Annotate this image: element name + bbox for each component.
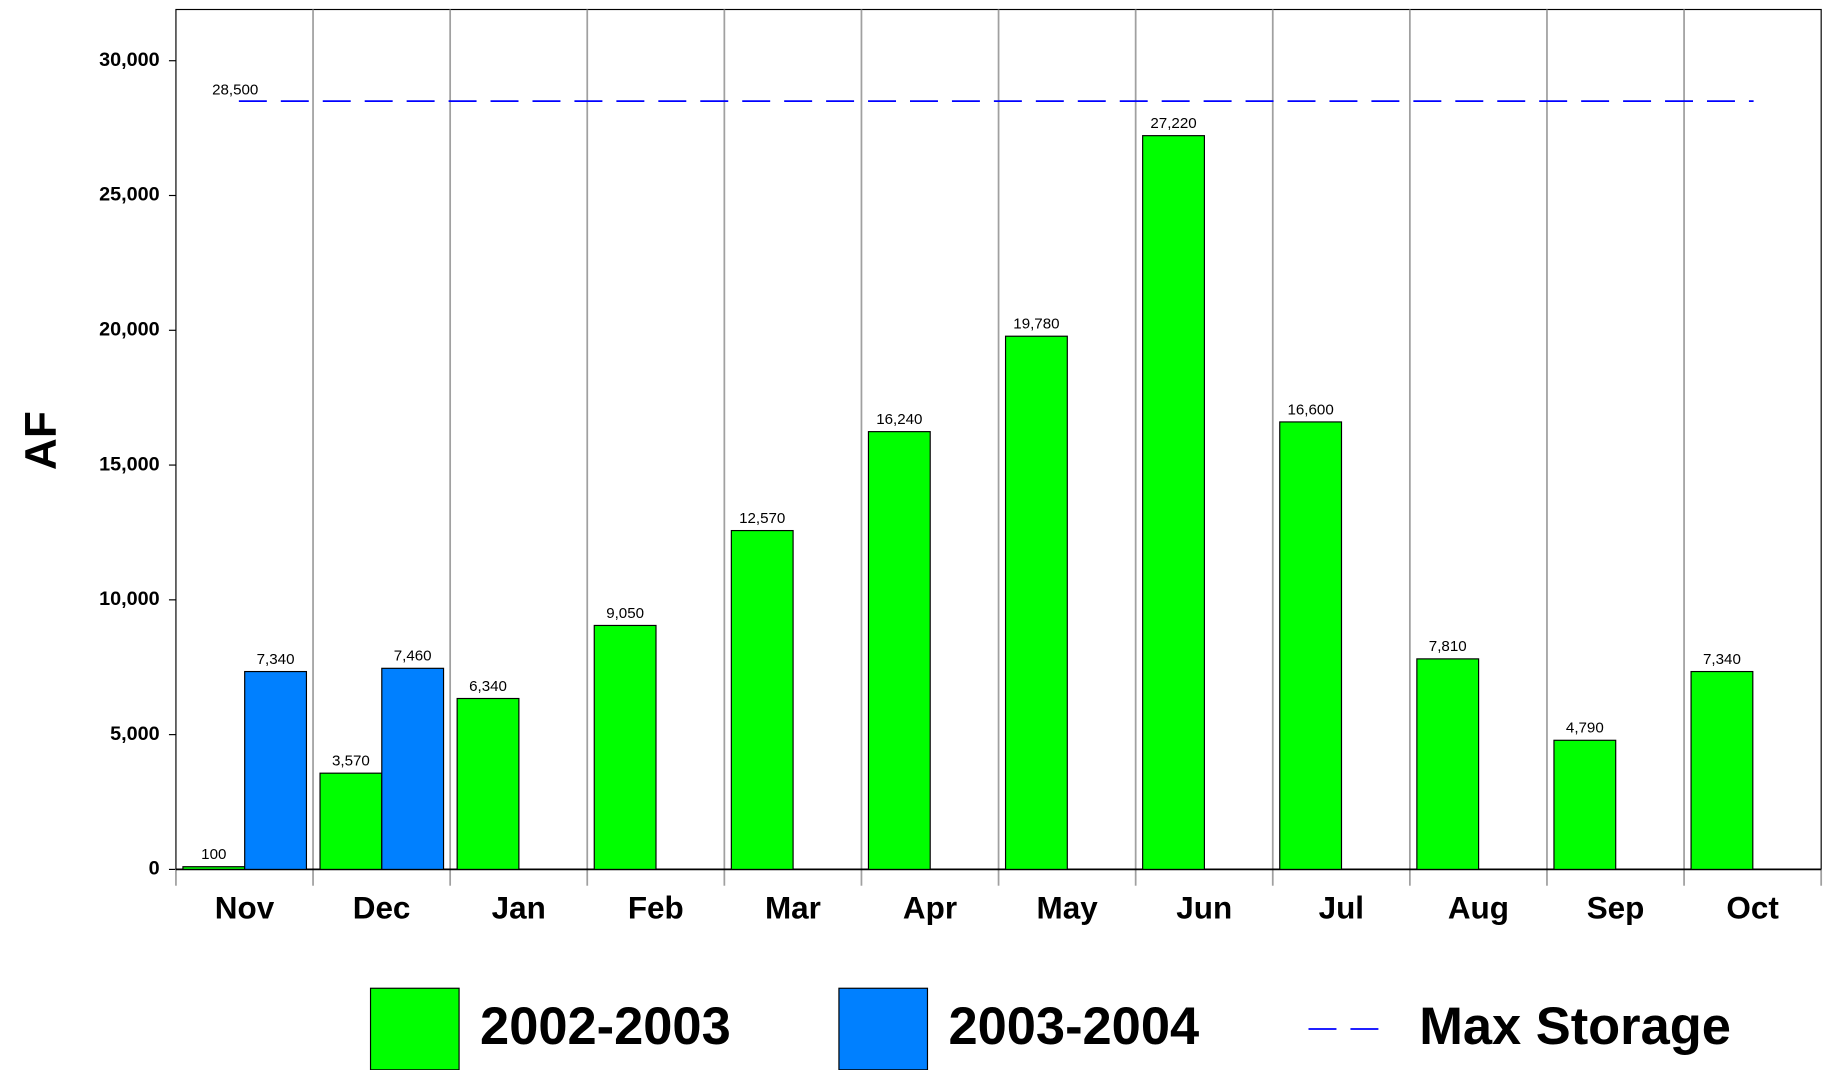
x-tick-label: Jun xyxy=(1176,891,1232,926)
bar xyxy=(1690,670,1754,870)
legend-swatch xyxy=(369,987,460,1070)
legend-label: 2003-2004 xyxy=(948,998,1199,1056)
y-axis-label: AF xyxy=(17,411,66,470)
bar xyxy=(730,529,794,870)
x-tick-label: Dec xyxy=(353,891,411,926)
x-tick-label: Mar xyxy=(765,891,821,926)
bar xyxy=(593,624,657,870)
legend-label: 2002-2003 xyxy=(480,998,731,1056)
y-tick-label: 5,000 xyxy=(110,723,160,745)
data-label: 16,600 xyxy=(1287,401,1333,418)
data-label: 7,340 xyxy=(1703,651,1741,668)
bar xyxy=(1279,421,1343,870)
x-tick-label: Jul xyxy=(1319,891,1364,926)
x-tick-label: Apr xyxy=(903,891,957,926)
legend-label: Max Storage xyxy=(1419,998,1731,1056)
bar xyxy=(456,697,520,870)
data-label: 9,050 xyxy=(606,605,644,622)
data-label: 27,220 xyxy=(1150,115,1196,132)
legend-swatch xyxy=(838,987,929,1070)
data-label: 16,240 xyxy=(876,411,922,428)
x-tick-label: Feb xyxy=(628,891,684,926)
data-label: 3,570 xyxy=(332,753,370,770)
y-tick-label: 0 xyxy=(149,858,160,880)
data-label: 4,790 xyxy=(1566,720,1604,737)
data-label: 7,810 xyxy=(1429,638,1467,655)
y-tick-label: 15,000 xyxy=(99,453,160,475)
x-tick-label: Sep xyxy=(1587,891,1645,926)
data-label: 12,570 xyxy=(739,510,785,527)
x-tick-label: Oct xyxy=(1726,891,1779,926)
data-label: 7,340 xyxy=(257,651,295,668)
data-label: 19,780 xyxy=(1013,316,1059,333)
data-label: 6,340 xyxy=(469,678,507,695)
bar xyxy=(1142,135,1205,870)
bar xyxy=(1416,658,1480,870)
bar xyxy=(319,772,383,870)
data-label: 7,460 xyxy=(394,648,432,665)
x-tick-label: Jan xyxy=(492,891,546,926)
bar xyxy=(1553,739,1617,870)
bar xyxy=(244,670,308,870)
y-tick-label: 30,000 xyxy=(99,49,160,71)
max-storage-label: 28,500 xyxy=(212,82,258,99)
y-tick-label: 25,000 xyxy=(99,184,160,206)
bar xyxy=(182,866,246,870)
x-tick-label: Aug xyxy=(1448,891,1509,926)
data-label: 100 xyxy=(201,846,226,863)
bar xyxy=(867,431,931,870)
bar xyxy=(381,667,445,870)
x-tick-label: May xyxy=(1037,891,1099,926)
bar xyxy=(1004,335,1068,870)
x-tick-label: Nov xyxy=(215,891,275,926)
y-tick-label: 20,000 xyxy=(99,319,160,341)
y-tick-label: 10,000 xyxy=(99,588,160,610)
